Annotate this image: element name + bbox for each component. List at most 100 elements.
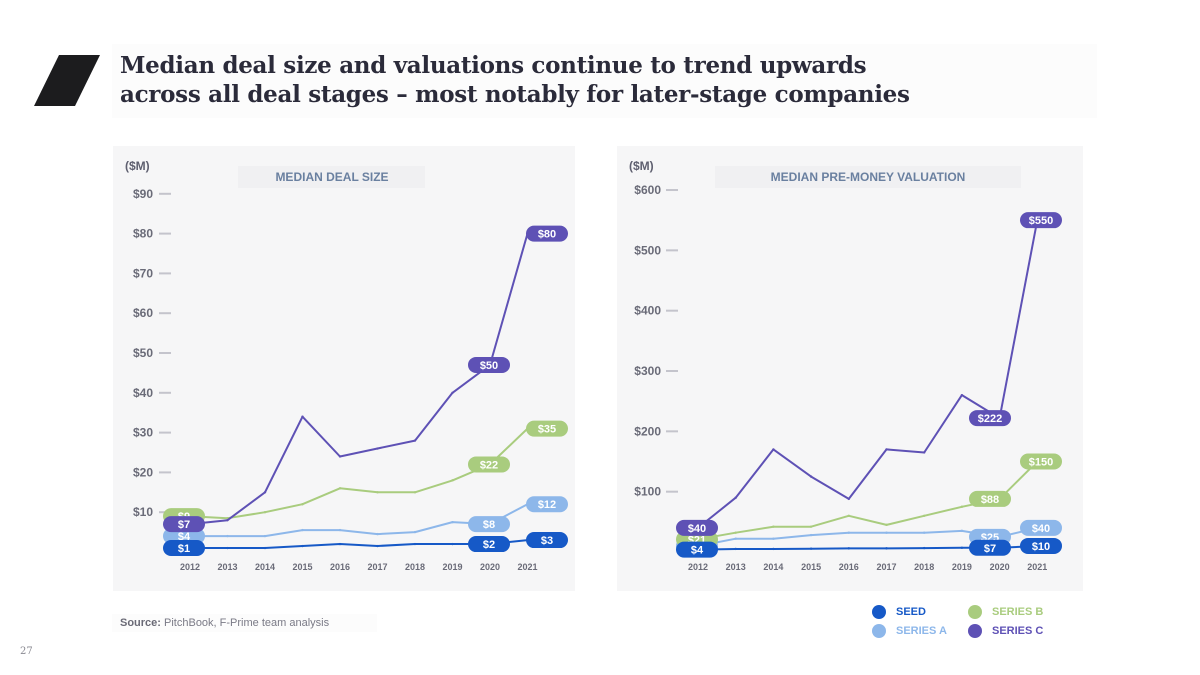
source-label: Source: [120,617,161,629]
data-label-pill-series-c [676,519,718,536]
data-point-series-a [301,528,304,532]
data-point-series-b [376,491,379,494]
legend-swatch-series-c [968,624,982,638]
data-point-series-a [226,534,229,538]
data-label-pill-seed [526,532,568,549]
x-tick-label: 2018 [914,562,934,572]
data-point-series-b [734,531,737,534]
y-tick-label: $300 [634,364,661,378]
data-point-series-b [847,514,850,518]
y-tick-label: $200 [634,424,661,438]
data-point-series-a [263,534,267,538]
data-label-series-c: $7 [178,519,190,531]
data-point-series-b [960,505,964,508]
legend-label-series-c: SERIES C [992,625,1044,637]
data-label-seed: $4 [691,545,704,557]
data-point-series-a [413,530,417,534]
data-label-pill-seed [676,541,718,558]
data-point-series-a [376,532,379,536]
data-label-pill-series-c [526,225,568,242]
data-point-series-a [809,533,813,537]
data-point-series-b [263,511,267,514]
x-tick-label: 2012 [180,562,200,572]
y-tick-label: $70 [133,266,153,280]
data-point-series-b [301,503,304,506]
y-tick-label: $100 [634,485,661,499]
legend-swatch-series-b [968,605,982,619]
data-label-seed: $10 [1032,541,1050,553]
x-tick-label: 2020 [990,562,1010,572]
data-point-seed [376,544,379,548]
data-point-series-c [960,393,964,397]
x-tick-label: 2019 [442,562,462,572]
median-valuation-svg: ($M) MEDIAN PRE-MONEY VALUATION $100 $200 $3… [629,159,1062,572]
x-tick-label: 2012 [688,562,708,572]
x-tick-label: 2019 [952,562,972,572]
data-label-pill-series-a [526,496,568,513]
data-point-series-c [809,475,813,478]
data-point-series-b [772,525,775,528]
y-tick-label: $10 [133,505,153,519]
x-tick-label: 2014 [763,562,783,572]
page-number: 27 [20,646,33,657]
data-label-series-a: $8 [483,519,495,531]
data-label-series-c: $222 [978,413,1002,425]
x-tick-label: 2014 [255,562,275,572]
x-tick-label: 2021 [517,562,537,572]
data-point-series-c [338,455,342,458]
series-line-series-c [697,220,1039,529]
unit-label: ($M) [125,159,150,173]
data-label-series-b: $35 [538,424,556,436]
data-label-series-c: $50 [480,360,498,372]
series-line-series-c [189,233,529,526]
legend-swatch-series-a [872,624,886,638]
data-label-seed: $1 [178,543,190,555]
y-tick-label: $80 [133,227,153,241]
data-point-series-c [226,518,229,522]
x-tick-label: 2013 [726,562,746,572]
data-label-pill-series-c [163,516,205,533]
data-point-series-b [413,491,417,494]
data-point-series-a [338,528,342,532]
chart-title: MEDIAN DEAL SIZE [275,170,388,184]
page-title-line-1: Median deal size and valuations continue… [120,52,867,79]
x-tick-label: 2013 [217,562,237,572]
data-label-pill-seed [468,536,510,553]
data-point-seed [960,546,964,549]
data-point-seed [772,547,775,551]
data-point-series-a [960,529,964,533]
data-label-seed: $2 [483,539,495,551]
data-label-pill-series-b [526,420,568,437]
data-label-series-c: $40 [688,523,706,535]
data-point-series-c [301,415,304,418]
x-tick-label: 2017 [367,562,387,572]
y-tick-label: $500 [634,243,661,257]
data-point-seed [734,547,737,551]
data-point-series-c [451,391,454,394]
data-label-pill-seed [163,540,205,557]
data-label-pill-series-a [468,516,510,533]
legend-label-series-a: SERIES A [896,625,947,637]
logo-parallelogram [34,55,100,106]
data-point-series-b [809,525,813,528]
data-label-pill-series-b [969,490,1011,507]
data-label-series-a: $12 [538,499,556,511]
data-point-series-b [338,487,342,490]
x-tick-label: 2017 [876,562,896,572]
data-point-series-c [413,439,417,442]
data-point-series-c [772,448,775,451]
data-point-series-b [451,479,454,482]
data-point-series-a [772,537,775,540]
data-label-pill-series-a [1020,519,1062,536]
data-point-series-c [885,448,888,451]
data-point-series-c [376,447,379,450]
data-point-series-b [885,523,888,527]
data-label-series-b: $88 [981,494,999,506]
y-tick-label: $20 [133,465,153,479]
data-label-series-c: $80 [538,229,556,241]
median-deal-size-chart: ($M) MEDIAN DEAL SIZE $10 $20 $30 $40 $50 $60 $7… [113,146,575,591]
page-title: Median deal size and valuations continue… [112,44,1097,118]
data-point-series-a [847,531,850,534]
legend-swatch-seed [872,605,886,619]
data-point-seed [263,546,267,550]
